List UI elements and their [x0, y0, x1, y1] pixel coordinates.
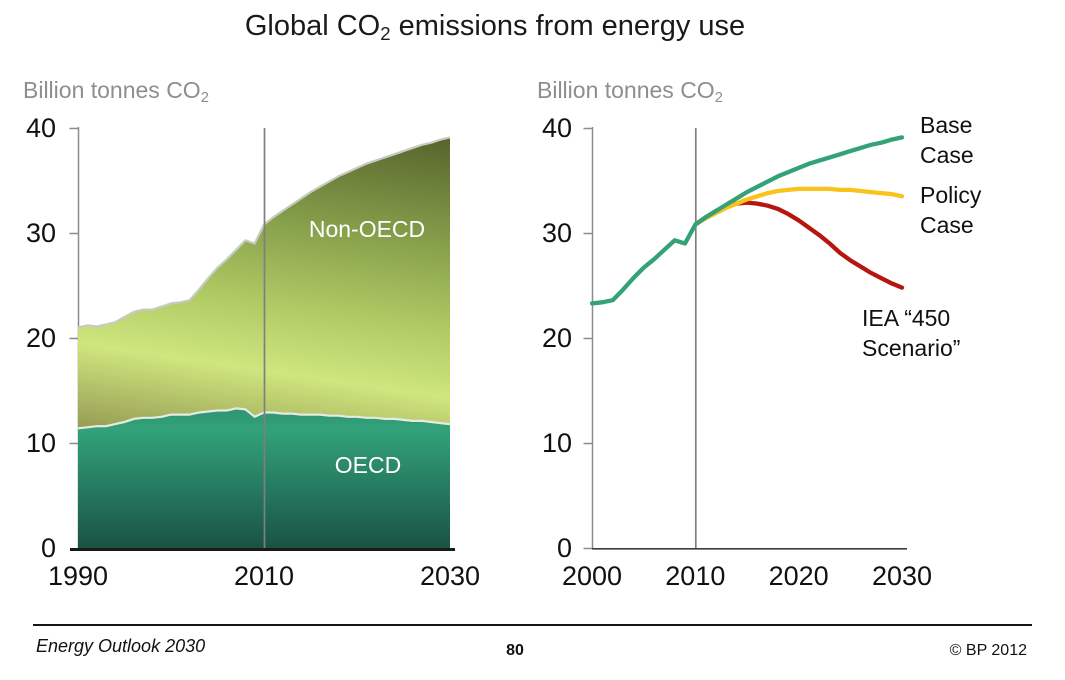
left-x-tick-label: 2010	[233, 561, 295, 591]
right-axis-unit-text: Billion tonnes CO	[537, 77, 715, 103]
right-y-tick-label: 30	[541, 218, 572, 248]
base-case-label: Base Case	[920, 112, 974, 168]
right-x-tick-label: 2000	[561, 561, 623, 591]
left-y-tick-label: 40	[25, 113, 56, 143]
iea-450-line	[693, 200, 905, 290]
footer-divider	[33, 624, 1032, 626]
right-y-tick-label: 20	[541, 323, 572, 353]
left-y-tick-marks	[69, 127, 78, 445]
right-axis-unit-label: Billion tonnes CO2	[537, 77, 723, 107]
oecd-area-label: OECD	[334, 452, 402, 478]
left-y-tick-label: 30	[25, 218, 56, 248]
left-y-tick-label: 0	[40, 533, 56, 563]
base-case-line	[589, 135, 905, 306]
right-x-tick-label: 2020	[768, 561, 829, 591]
left-y-tick-label: 10	[25, 428, 56, 458]
right-x-tick-label: 2010	[665, 561, 726, 591]
footer-document-title: Energy Outlook 2030	[36, 636, 206, 656]
policy-case-label: Policy Case	[920, 182, 982, 238]
right-axis-unit-subscript: 2	[714, 90, 723, 107]
page-title-prefix: Global CO	[244, 10, 381, 42]
iea-450-scenario-label: IEA “450 Scenario”	[862, 305, 961, 361]
footer-copyright: © BP 2012	[949, 642, 1027, 659]
right-y-tick-label: 40	[541, 113, 572, 143]
left-axis-unit-text: Billion tonnes CO	[23, 77, 201, 103]
right-y-tick-marks	[583, 127, 592, 550]
left-axis-unit-subscript: 2	[200, 90, 209, 107]
policy-case-line	[693, 186, 905, 227]
right-x-tick-label: 2030	[871, 561, 933, 591]
footer-page-number: 80	[506, 642, 524, 659]
page-title: Global CO2 emissions from energy use	[0, 10, 990, 45]
left-x-tick-label: 1990	[47, 561, 109, 591]
page-title-suffix: emissions from energy use	[390, 10, 746, 42]
non-oecd-area-label: Non-OECD	[308, 216, 426, 242]
page-title-subscript: 2	[380, 23, 391, 45]
right-y-tick-label: 10	[541, 428, 572, 458]
left-x-tick-label: 2030	[419, 561, 481, 591]
left-axis-unit-label: Billion tonnes CO2	[23, 77, 209, 107]
right-y-tick-label: 0	[556, 533, 572, 563]
left-y-tick-label: 20	[25, 323, 56, 353]
